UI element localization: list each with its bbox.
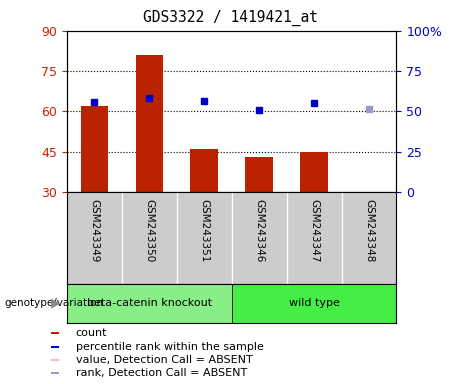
Text: value, Detection Call = ABSENT: value, Detection Call = ABSENT <box>76 355 253 365</box>
Bar <box>136 55 163 192</box>
Text: wild type: wild type <box>289 298 339 308</box>
Text: percentile rank within the sample: percentile rank within the sample <box>76 341 264 352</box>
Bar <box>51 359 59 361</box>
Text: ▶: ▶ <box>51 297 60 310</box>
Text: count: count <box>76 328 107 338</box>
Bar <box>81 106 108 192</box>
Text: GSM243349: GSM243349 <box>89 199 99 263</box>
Bar <box>51 346 59 348</box>
Bar <box>67 284 231 323</box>
Bar <box>300 152 328 192</box>
Text: GSM243348: GSM243348 <box>364 199 374 263</box>
Text: GSM243346: GSM243346 <box>254 199 264 263</box>
Text: GSM243351: GSM243351 <box>199 199 209 263</box>
Text: beta-catenin knockout: beta-catenin knockout <box>87 298 212 308</box>
Bar <box>190 149 218 192</box>
Bar <box>231 284 396 323</box>
Text: genotype/variation: genotype/variation <box>5 298 104 308</box>
Text: rank, Detection Call = ABSENT: rank, Detection Call = ABSENT <box>76 368 247 379</box>
Bar <box>51 372 59 374</box>
Text: GDS3322 / 1419421_at: GDS3322 / 1419421_at <box>143 10 318 26</box>
Bar <box>245 157 273 192</box>
Bar <box>51 332 59 334</box>
Text: GSM243347: GSM243347 <box>309 199 319 263</box>
Text: GSM243350: GSM243350 <box>144 199 154 263</box>
